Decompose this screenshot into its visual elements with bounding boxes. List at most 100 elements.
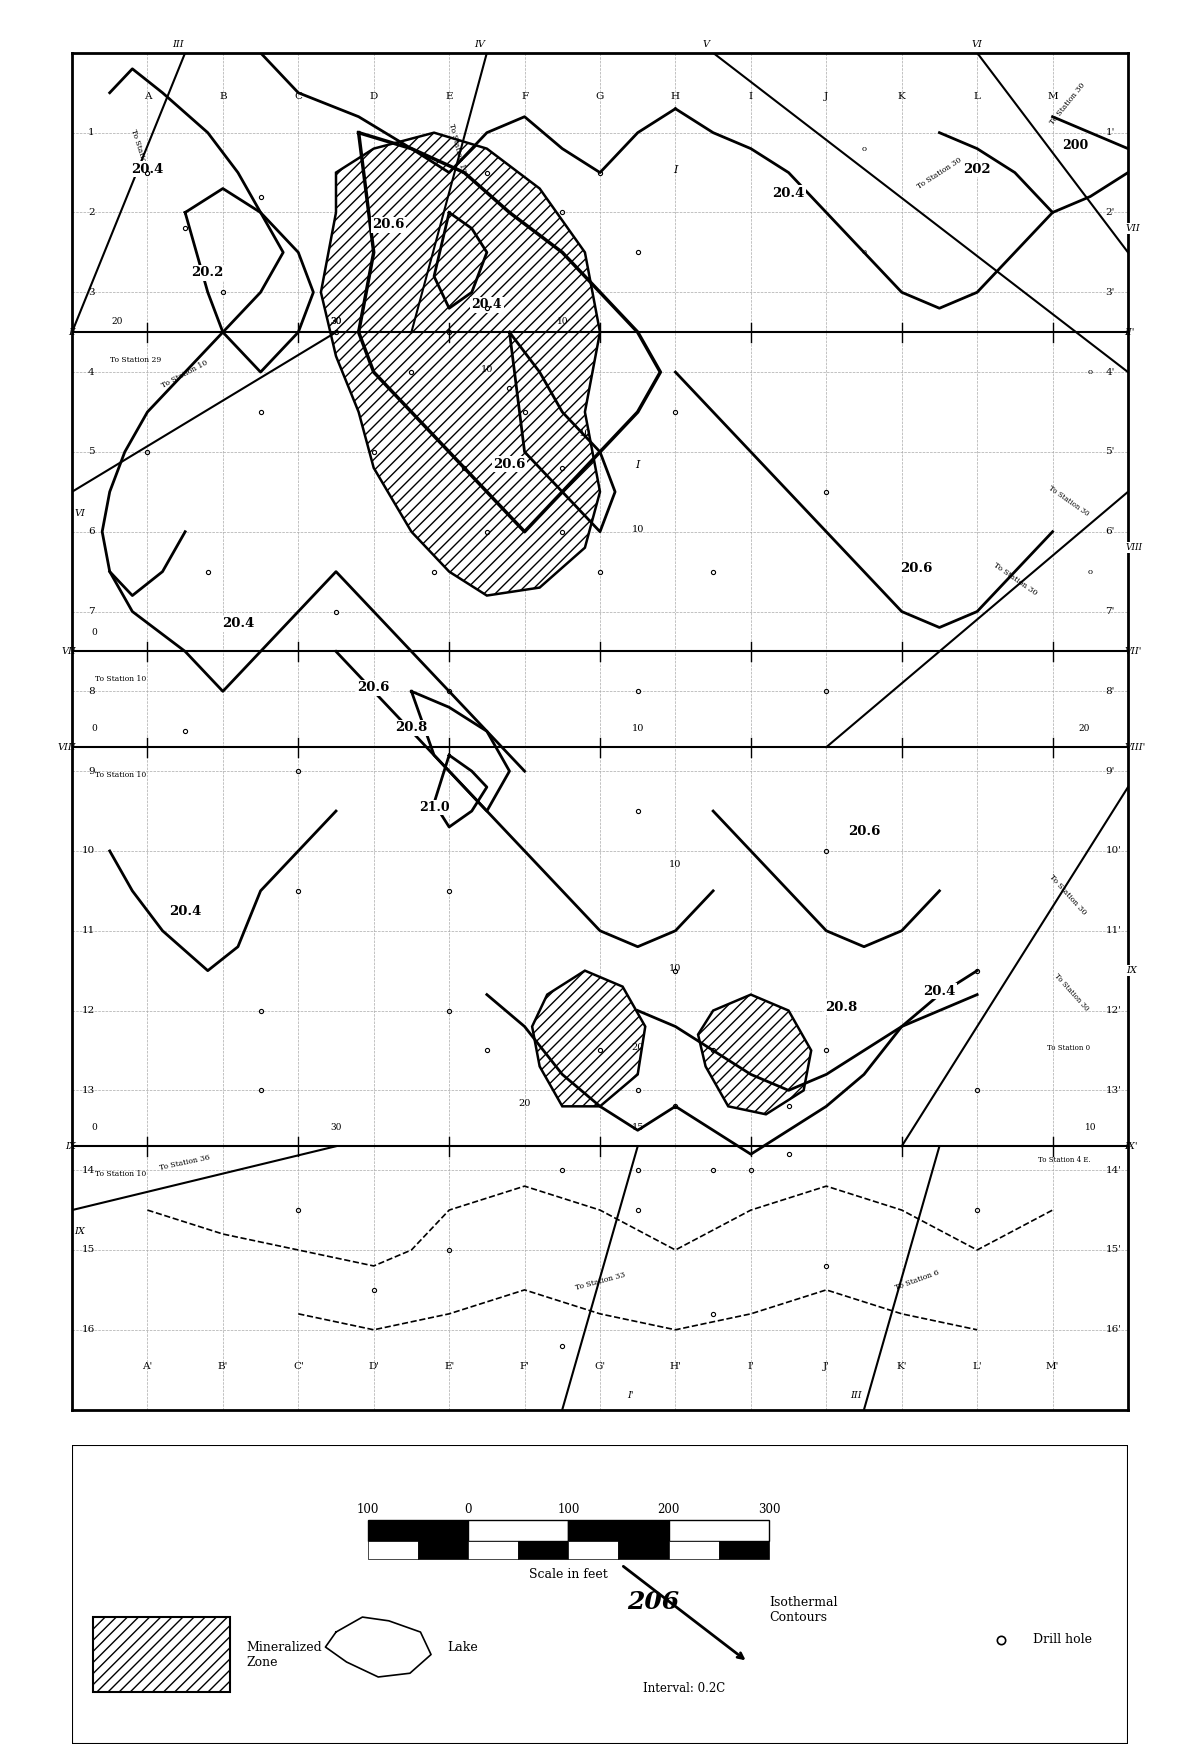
- Text: III: III: [851, 1390, 863, 1399]
- Text: H: H: [671, 92, 680, 100]
- Text: K': K': [896, 1362, 907, 1371]
- Text: F: F: [521, 92, 528, 100]
- Text: To Station 36: To Station 36: [160, 1154, 211, 1172]
- Text: III: III: [172, 41, 184, 49]
- Text: G: G: [596, 92, 604, 100]
- Bar: [367, 1519, 468, 1540]
- Text: 20.4: 20.4: [773, 187, 805, 199]
- Text: To Station 33: To Station 33: [574, 1270, 626, 1292]
- Text: 20: 20: [1079, 724, 1091, 733]
- Text: o: o: [862, 248, 866, 257]
- Text: Scale in feet: Scale in feet: [529, 1568, 607, 1582]
- Bar: [668, 1519, 769, 1540]
- Text: 6': 6': [1105, 527, 1115, 536]
- Text: 30: 30: [330, 317, 342, 326]
- Text: 8': 8': [1105, 687, 1115, 696]
- Text: 202: 202: [964, 162, 991, 176]
- Text: To Station 10: To Station 10: [161, 359, 210, 389]
- Text: IV: IV: [474, 41, 485, 49]
- Text: I': I': [626, 1390, 634, 1399]
- Bar: [418, 1540, 468, 1559]
- Text: Lake: Lake: [446, 1640, 478, 1653]
- Text: VIII: VIII: [1126, 543, 1142, 552]
- Text: 20.2: 20.2: [192, 266, 224, 280]
- Text: 12': 12': [1105, 1006, 1121, 1015]
- Text: 20: 20: [112, 317, 122, 326]
- Text: To Station 10: To Station 10: [95, 772, 146, 779]
- Text: G': G': [594, 1362, 606, 1371]
- Polygon shape: [320, 132, 600, 596]
- Text: I': I': [748, 1362, 755, 1371]
- Text: 0: 0: [91, 1122, 97, 1133]
- Text: IX: IX: [74, 1226, 85, 1235]
- Text: 10: 10: [578, 428, 592, 439]
- Text: 10: 10: [1085, 1122, 1096, 1133]
- Text: 20.6: 20.6: [493, 458, 526, 470]
- Text: 14': 14': [1105, 1166, 1121, 1175]
- Text: A: A: [144, 92, 151, 100]
- Text: o: o: [1087, 567, 1093, 576]
- Text: 20.4: 20.4: [131, 162, 163, 176]
- Text: E': E': [444, 1362, 455, 1371]
- Text: 3': 3': [1105, 287, 1115, 296]
- Text: To Station 30: To Station 30: [1048, 874, 1088, 916]
- Text: 10: 10: [481, 365, 493, 374]
- Text: 20.6: 20.6: [373, 218, 404, 231]
- Text: K: K: [898, 92, 906, 100]
- Text: 0: 0: [464, 1503, 472, 1515]
- Text: B': B': [217, 1362, 228, 1371]
- Text: 20: 20: [518, 1099, 530, 1108]
- Bar: [719, 1540, 769, 1559]
- Text: 200: 200: [1062, 139, 1088, 152]
- Text: 10: 10: [670, 860, 682, 869]
- Text: 30: 30: [330, 1122, 342, 1133]
- Bar: [618, 1540, 668, 1559]
- Text: To Station 30: To Station 30: [1049, 81, 1087, 127]
- Bar: [468, 1540, 518, 1559]
- Text: F': F': [520, 1362, 529, 1371]
- Text: To Station 29: To Station 29: [109, 356, 161, 365]
- Text: 20.8: 20.8: [826, 1001, 858, 1013]
- Text: 5: 5: [88, 448, 95, 456]
- Text: 9: 9: [88, 766, 95, 775]
- Text: J: J: [824, 92, 828, 100]
- Text: C: C: [294, 92, 302, 100]
- Text: 8: 8: [88, 687, 95, 696]
- Text: 10: 10: [631, 525, 644, 534]
- Text: 10: 10: [631, 724, 644, 733]
- Text: 20: 20: [631, 1043, 644, 1052]
- Text: C': C': [293, 1362, 304, 1371]
- Text: 10: 10: [670, 964, 682, 973]
- Text: VI: VI: [972, 41, 983, 49]
- Bar: [94, 1618, 230, 1692]
- Bar: [518, 1540, 569, 1559]
- Text: To Station 30: To Station 30: [1046, 485, 1091, 518]
- Text: 20.6: 20.6: [358, 682, 390, 694]
- Text: 10: 10: [557, 317, 568, 326]
- Text: IX': IX': [1124, 1142, 1138, 1151]
- Text: 15: 15: [82, 1246, 95, 1255]
- Bar: [569, 1519, 668, 1540]
- Text: To Station 4 E.: To Station 4 E.: [1038, 1156, 1091, 1165]
- Text: Mineralized
Zone: Mineralized Zone: [246, 1640, 322, 1669]
- Text: 12: 12: [82, 1006, 95, 1015]
- Text: 20.4: 20.4: [923, 985, 955, 997]
- Text: 3: 3: [88, 287, 95, 296]
- Text: 4: 4: [88, 368, 95, 377]
- Text: H': H': [670, 1362, 682, 1371]
- Text: 10': 10': [1105, 846, 1121, 855]
- Text: II: II: [68, 328, 76, 337]
- Text: Drill hole: Drill hole: [1033, 1633, 1092, 1646]
- Text: I: I: [636, 460, 640, 470]
- Text: To Station 6: To Station 6: [894, 1269, 940, 1292]
- Text: 100: 100: [557, 1503, 580, 1515]
- Text: 2: 2: [88, 208, 95, 217]
- Text: 4': 4': [1105, 368, 1115, 377]
- Bar: [468, 1519, 569, 1540]
- Text: L: L: [973, 92, 980, 100]
- Text: To Station 30: To Station 30: [991, 562, 1038, 597]
- Text: A': A': [143, 1362, 152, 1371]
- Bar: [569, 1540, 618, 1559]
- Text: 206: 206: [626, 1589, 679, 1614]
- Text: 1: 1: [88, 129, 95, 137]
